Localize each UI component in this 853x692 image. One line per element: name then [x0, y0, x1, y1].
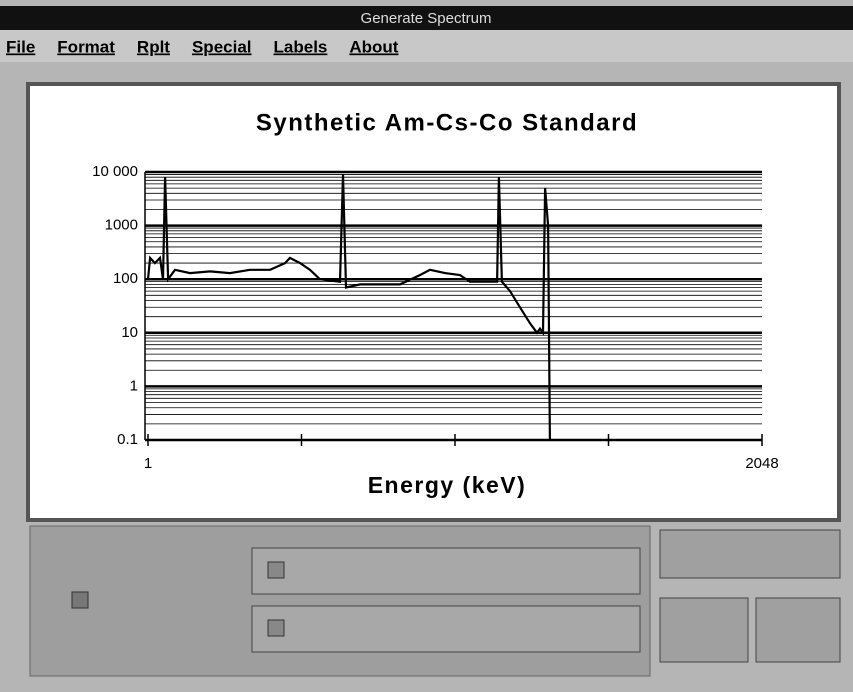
option-row[interactable] [251, 605, 641, 653]
value-display [659, 529, 841, 579]
y-tick-label: 10 000 [92, 163, 138, 180]
plot-panel [30, 86, 837, 518]
title-bar [0, 6, 853, 30]
menu-bar [0, 30, 853, 62]
x-tick-label: 2048 [745, 455, 778, 472]
button[interactable] [755, 597, 841, 663]
y-tick-label: 1 [130, 377, 138, 394]
menu-item[interactable]: Format [57, 37, 115, 56]
menu-item[interactable]: Labels [274, 37, 328, 56]
y-tick-label: 100 [113, 270, 138, 287]
checkbox[interactable] [267, 561, 285, 579]
menu-item[interactable]: Rplt [137, 37, 170, 56]
menu-item[interactable]: File [6, 37, 35, 56]
y-tick-label: 0.1 [117, 431, 138, 448]
menu-item[interactable]: About [349, 37, 398, 56]
x-tick-label: 1 [144, 455, 152, 472]
checkbox[interactable] [267, 619, 285, 637]
spectrum-line [146, 174, 551, 441]
checkbox[interactable] [71, 591, 89, 609]
x-axis-label: Energy (keV) [368, 472, 527, 498]
y-tick-label: 10 [121, 324, 138, 341]
chart-title: Synthetic Am-Cs-Co Standard [256, 109, 638, 136]
menu-item[interactable]: Special [192, 37, 252, 56]
button[interactable] [659, 597, 749, 663]
window-title: Generate Spectrum [361, 10, 492, 27]
option-row[interactable] [251, 547, 641, 595]
y-tick-label: 1000 [105, 217, 138, 234]
